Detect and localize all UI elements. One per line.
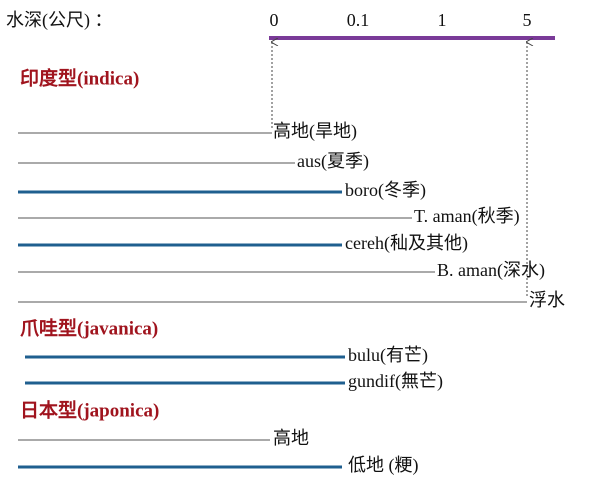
row-label: aus(夏季) [297,151,369,172]
row-label: boro(冬季) [345,180,426,201]
scale-label: 1 [438,10,447,30]
row-label: 低地 (粳) [348,455,419,476]
row-label: B. aman(深水) [437,260,545,281]
row-label: 高地 [273,428,309,448]
scale-label: 0 [270,10,279,30]
row-label: gundif(無芒) [348,371,443,392]
scale-label: 0.1 [347,10,370,30]
group-title: 印度型(indica) [20,66,139,89]
row-label: cereh(秈及其他) [345,233,468,254]
depth-label: 水深(公尺) ： [6,10,113,31]
row-label: 高地(旱地) [273,121,357,142]
row-label: 浮水 [529,290,565,310]
row-label: bulu(有芒) [348,345,428,366]
row-label: T. aman(秋季) [414,206,520,227]
group-title: 日本型(japonica) [20,398,159,421]
scale-label: 5 [523,10,532,30]
group-title: 爪哇型(javanica) [20,316,158,339]
